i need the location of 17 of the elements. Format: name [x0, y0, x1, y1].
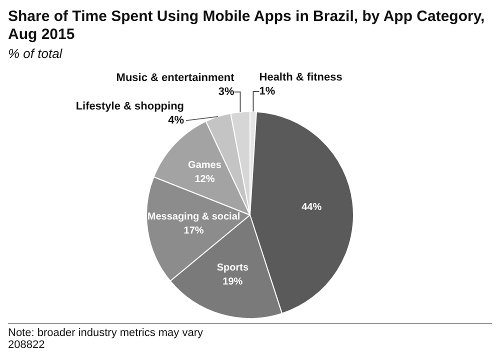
slice-label: Health & fitness	[259, 72, 342, 84]
slice-label: Sports	[216, 262, 249, 274]
data-label: 3%	[218, 86, 234, 98]
text: Note: broader industry metrics may vary	[8, 327, 204, 339]
data-label: 19%	[222, 276, 243, 288]
data-label: 1%	[259, 86, 276, 98]
data-label: 44%	[302, 202, 322, 213]
chart-title: Share of Time Spent Using Mobile Apps in Brazil, by App Category, Aug 2015	[8, 8, 486, 44]
slice-label: Lifestyle & shopping	[76, 100, 184, 113]
slice-label: Music & entertainment	[116, 72, 235, 84]
data-label: 12%	[194, 174, 215, 186]
data-label: 4%	[168, 114, 184, 127]
slice-label: Games	[188, 160, 222, 172]
data-label: 17%	[184, 226, 204, 237]
slice-label: Messaging & social	[147, 212, 240, 223]
chart-subtitle: % of total	[8, 46, 64, 61]
text: 208822	[8, 339, 46, 351]
